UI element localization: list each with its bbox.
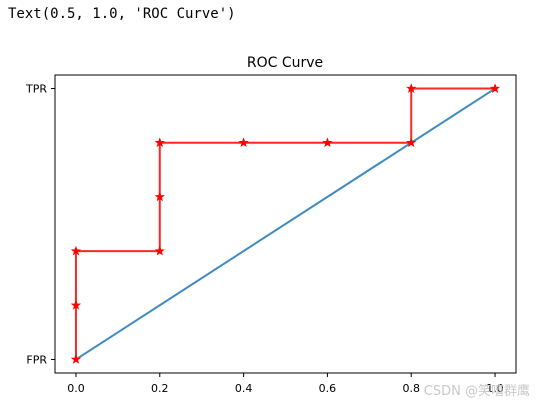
plot-frame [54, 74, 517, 374]
series-1-point-9 [406, 83, 417, 93]
series-1-point-8 [406, 137, 417, 148]
series-1-point-4 [154, 191, 165, 202]
series-1-point-0 [70, 354, 82, 364]
series-1-point-2 [70, 245, 82, 256]
x-tick-label-1: 0.2 [151, 382, 169, 395]
x-tick-label-5: 1.0 [486, 382, 504, 395]
series-1-point-6 [238, 137, 249, 148]
plot-area [70, 83, 501, 364]
series-1-point-5 [154, 137, 165, 148]
x-tick-label-0: 0.0 [67, 382, 85, 395]
series-1-point-1 [70, 299, 82, 310]
y-tick-label-1: TPR [25, 83, 47, 96]
series-1-point-7 [322, 137, 333, 148]
series-1-point-3 [154, 245, 165, 256]
chart-title: ROC Curve [247, 55, 323, 71]
y-tick-label-0: FPR [26, 353, 47, 366]
series-1-point-10 [489, 83, 501, 93]
x-tick-label-2: 0.4 [235, 382, 253, 395]
axis-ticks: 0.0 0.2 0.4 0.6 0.8 1.0 FPR TPR [25, 83, 504, 395]
x-tick-label-4: 0.8 [402, 382, 420, 395]
watermark: CSDN @笑嘻群鹰 [423, 384, 530, 399]
series-line-0 [75, 87, 496, 361]
x-tick-label-3: 0.6 [319, 382, 337, 395]
output-text: Text(0.5, 1.0, 'ROC Curve') [8, 6, 236, 22]
